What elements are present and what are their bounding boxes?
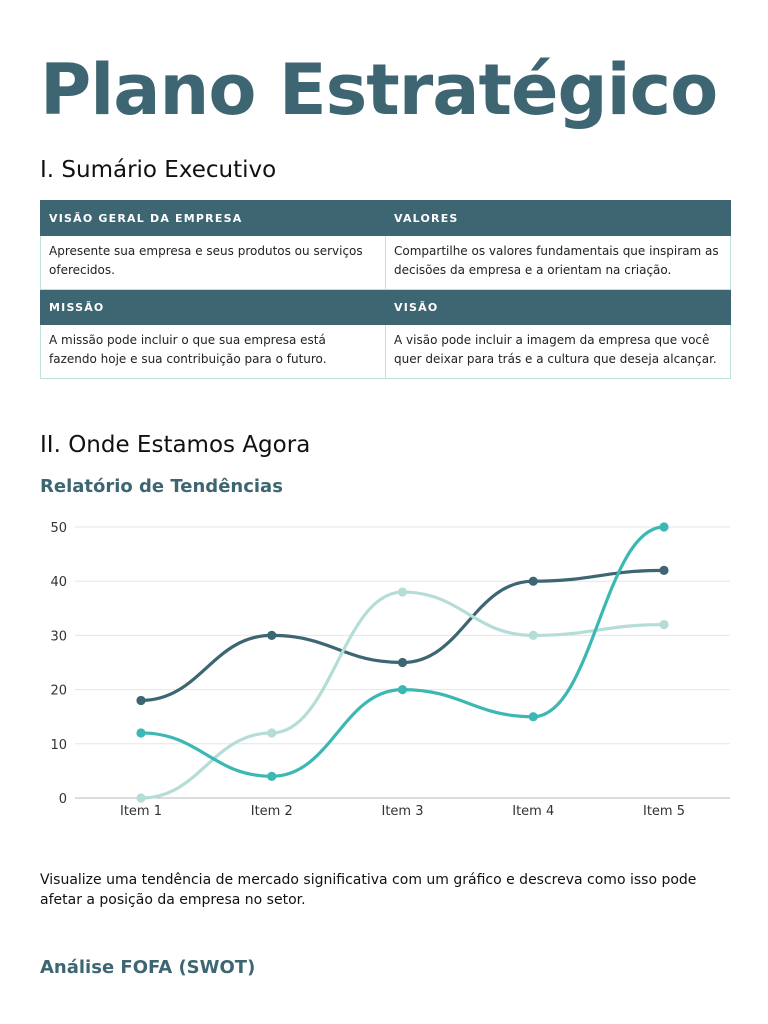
data-point-series-2 [267, 728, 277, 738]
chart-description: Visualize uma tendência de mercado signi… [40, 872, 697, 908]
table-cell-mission: A missão pode incluir o que sua empresa … [40, 324, 386, 379]
section-heading-where-we-are: II. Onde Estamos Agora [40, 432, 311, 458]
table-header-company-overview: VISÃO GERAL DA EMPRESA [40, 200, 386, 236]
data-point-series-1 [528, 576, 538, 586]
table-header-row: VISÃO GERAL DA EMPRESA VALORES [40, 200, 731, 236]
data-point-series-3 [528, 712, 538, 722]
data-point-series-1 [267, 630, 277, 640]
table-cell-values: Compartilhe os valores fundamentais que … [385, 235, 731, 290]
y-tick-label: 40 [50, 575, 67, 590]
data-point-series-1 [397, 657, 408, 668]
data-point-series-2 [659, 619, 669, 630]
data-point-series-2 [397, 587, 408, 597]
y-tick-label: 20 [50, 684, 67, 699]
y-tick-label: 30 [50, 629, 67, 644]
series-line-3 [139, 525, 666, 778]
table-row: Apresente sua empresa e seus produtos ou… [40, 235, 731, 290]
trend-line-chart: 0 10 20 30 40 50 Item 1 Item 2 Item 3 Item 4 Item … [50, 521, 730, 819]
executive-summary-table: VISÃO GERAL DA EMPRESA VALORES Apresente… [40, 200, 731, 379]
table-cell-company-overview: Apresente sua empresa e seus produtos ou… [40, 235, 386, 290]
data-point-series-3 [397, 685, 408, 695]
table-header-vision: VISÃO [385, 289, 731, 325]
data-point-series-3 [659, 522, 669, 532]
table-cell-vision: A visão pode incluir a imagem da empresa… [385, 324, 731, 379]
table-header-mission: MISSÃO [40, 289, 386, 325]
x-tick-label: Item 1 [120, 804, 162, 819]
section-heading-executive-summary: I. Sumário Executivo [40, 157, 277, 183]
table-header-values: VALORES [385, 200, 731, 236]
y-tick-label: 50 [50, 521, 67, 536]
data-point-series-3 [267, 771, 277, 781]
data-point-series-2 [528, 630, 538, 640]
x-tick-label: Item 5 [643, 804, 685, 819]
data-point-series-1 [659, 565, 669, 575]
swot-heading: Análise FOFA (SWOT) [40, 957, 256, 978]
data-point-series-3 [136, 728, 146, 738]
x-tick-label: Item 3 [382, 804, 424, 819]
chart-heading: Relatório de Tendências [40, 476, 283, 497]
y-tick-label: 0 [59, 792, 67, 807]
table-row: A missão pode incluir o que sua empresa … [40, 324, 731, 379]
y-tick-label: 10 [50, 738, 67, 753]
data-point-series-1 [136, 695, 146, 706]
series-line-2 [139, 590, 666, 800]
table-header-row: MISSÃO VISÃO [40, 289, 731, 325]
data-point-series-2 [136, 793, 146, 803]
x-tick-label: Item 4 [512, 804, 554, 819]
page-title: Plano Estratégico [40, 49, 718, 131]
x-tick-label: Item 2 [251, 804, 293, 819]
